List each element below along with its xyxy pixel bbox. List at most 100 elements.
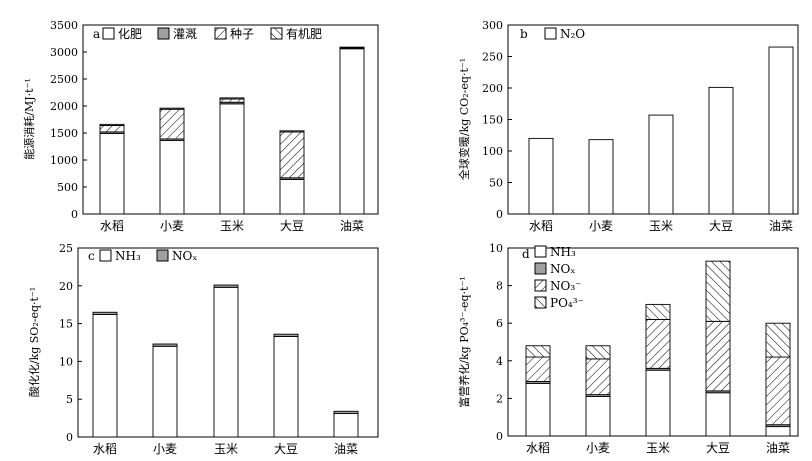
x-tick-label: 大豆 — [706, 441, 730, 455]
bar-segment — [525, 382, 551, 437]
legend-label: NOₓ — [550, 262, 575, 276]
y-tick-label: 2 — [496, 392, 503, 405]
legend-swatch — [102, 27, 115, 40]
y-tick-label: 500 — [57, 181, 78, 194]
y-tick-label: 300 — [482, 19, 503, 32]
panel-tag: b — [520, 27, 528, 41]
y-tick-label: 2500 — [50, 73, 78, 86]
bar-segment — [279, 178, 305, 215]
legend-swatch — [156, 249, 169, 262]
panel-tag: c — [88, 249, 95, 263]
bar-segment — [708, 86, 734, 215]
bar-segment — [765, 322, 791, 358]
x-tick-label: 水稻 — [529, 219, 553, 233]
x-tick-label: 大豆 — [280, 219, 304, 233]
x-tick-label: 玉米 — [220, 219, 244, 233]
legend-label: 有机肥 — [286, 27, 322, 41]
bar-segment — [645, 303, 671, 320]
bar-segment — [339, 48, 365, 215]
bar-segment — [765, 426, 791, 437]
x-tick-label: 大豆 — [709, 219, 733, 233]
y-tick-label: 2000 — [50, 100, 78, 113]
panel-b: 0 50 100 150 200 250 300 全球变暖/kg CO₂-eq·t⁻¹ 水稻 小麦… — [457, 19, 799, 233]
bar-segment — [768, 46, 794, 215]
x-tick-label: 水稻 — [100, 219, 124, 233]
legend-label: 种子 — [230, 27, 254, 41]
bar-segment — [159, 140, 185, 215]
bar-segment — [99, 123, 125, 126]
x-tick-label: 玉米 — [646, 441, 670, 455]
y-tick-label: 10 — [59, 355, 73, 368]
bar-segment — [213, 284, 239, 288]
bar-segment — [645, 369, 671, 437]
bar-segment — [765, 356, 791, 426]
bar-segment — [585, 345, 611, 360]
y-tick-label: 0 — [496, 430, 503, 443]
x-tick-label: 水稻 — [93, 442, 117, 456]
y-tick-label: 10 — [489, 242, 503, 255]
y-tick-label: 1500 — [50, 127, 78, 140]
bar-segment — [159, 108, 185, 140]
y-tick-label: 8 — [496, 280, 503, 293]
legend-swatch — [270, 27, 283, 40]
legend-swatch — [544, 27, 557, 40]
y-tick-label: 6 — [496, 317, 503, 330]
bar-segment — [528, 137, 554, 215]
legend-swatch — [534, 296, 547, 309]
legend-label: N₂O — [560, 27, 585, 41]
x-tick-label: 油菜 — [340, 219, 364, 233]
y-tick-label: 250 — [482, 51, 503, 64]
y-tick-label: 25 — [59, 242, 73, 255]
y-axis-label: 全球变暖/kg CO₂-eq·t⁻¹ — [457, 58, 471, 180]
bar-segment — [525, 345, 551, 358]
x-tick-label: 玉米 — [649, 219, 673, 233]
panel-tag: d — [522, 247, 530, 261]
x-tick-label: 玉米 — [214, 442, 238, 456]
y-tick-label: 100 — [482, 145, 503, 158]
y-tick-label: 200 — [482, 82, 503, 95]
bar-segment — [648, 114, 674, 215]
bar-segment — [585, 358, 611, 396]
bar-segment — [705, 320, 731, 392]
y-tick-label: 5 — [66, 393, 73, 406]
x-tick-label: 小麦 — [589, 219, 613, 233]
bar-segment — [273, 336, 299, 438]
bar-segment — [99, 133, 125, 215]
bar-segment — [705, 392, 731, 437]
y-tick-label: 3000 — [50, 46, 78, 59]
bar-segment — [92, 311, 118, 315]
x-tick-label: 小麦 — [586, 441, 610, 455]
bar-segment — [705, 260, 731, 322]
x-tick-label: 油菜 — [766, 441, 790, 455]
legend-label: 灌溉 — [173, 27, 197, 41]
legend-swatch — [157, 27, 170, 40]
bar-segment — [92, 314, 118, 438]
bar-segment — [333, 413, 359, 438]
legend-label: NO₃⁻ — [550, 279, 581, 293]
bar-segment — [152, 343, 178, 347]
legend-swatch — [534, 262, 547, 275]
bar-segment — [159, 107, 185, 110]
panel-c: 0 5 10 15 20 25 酸化化/kg SO₂-eq·t⁻¹ 水稻 小麦 玉米 大豆 油菜 c NH… — [27, 242, 379, 456]
y-tick-label: 1000 — [50, 154, 78, 167]
bar-segment — [219, 97, 245, 100]
x-tick-label: 油菜 — [334, 442, 358, 456]
y-tick-label: 0 — [496, 208, 503, 221]
y-axis-label: 能源消耗/MJ·t⁻¹ — [22, 78, 36, 160]
y-axis-label: 富营养化/kg PO₄³⁻-eq·t⁻¹ — [457, 276, 471, 407]
y-axis-label: 酸化化/kg SO₂-eq·t⁻¹ — [27, 287, 41, 397]
legend-label: NOₓ — [172, 249, 197, 263]
panel-d: 0 2 4 6 8 10 富营养化/kg PO₄³⁻-eq·t⁻¹ 水稻 小麦 玉米 大豆 油菜 d NH… — [457, 242, 799, 455]
legend-swatch — [99, 249, 112, 262]
y-tick-label: 15 — [59, 318, 73, 331]
legend-swatch — [534, 279, 547, 292]
bar-segment — [339, 46, 365, 49]
bar-segment — [645, 318, 671, 369]
bar-segment — [219, 98, 245, 103]
bar-segment — [99, 124, 125, 133]
y-tick-label: 0 — [66, 431, 73, 444]
panels: 0500100015002000250030003500能源消耗/MJ·t⁻¹水… — [22, 19, 799, 456]
y-tick-label: 50 — [489, 177, 503, 190]
y-tick-label: 3500 — [50, 19, 78, 32]
bar-segment — [273, 333, 299, 337]
